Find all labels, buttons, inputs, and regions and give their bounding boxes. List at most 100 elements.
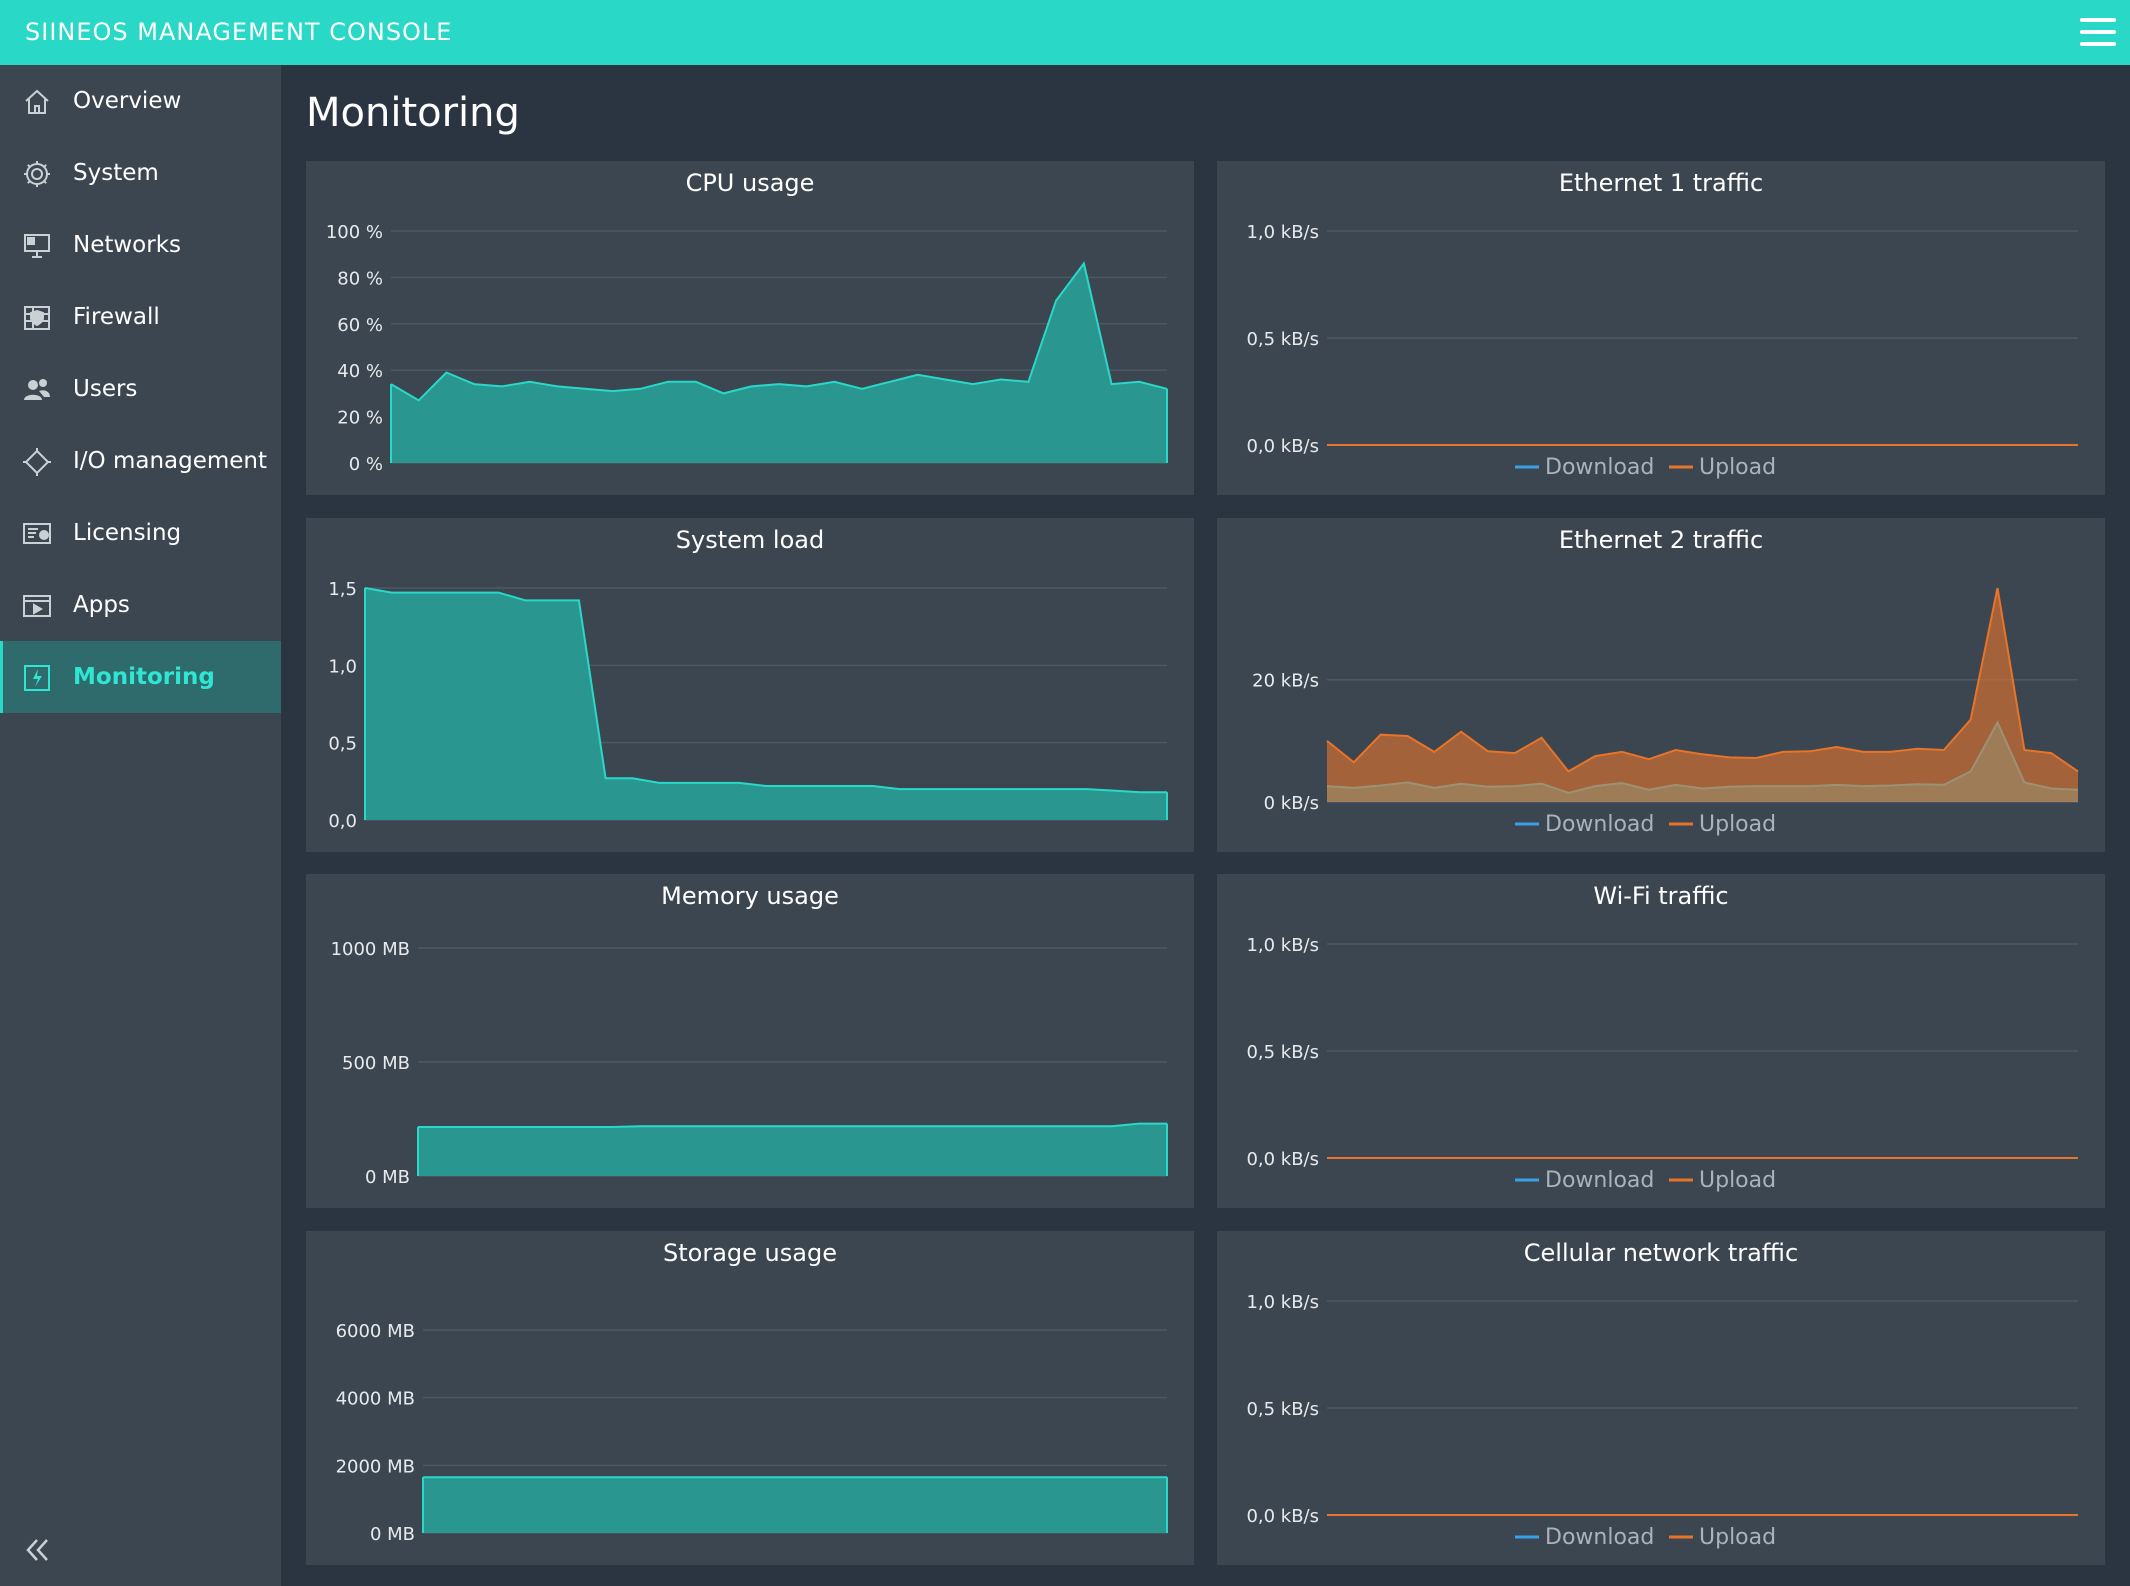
io-chip-icon bbox=[23, 448, 51, 476]
sidebar-item-users[interactable]: Users bbox=[0, 353, 281, 425]
cellular-network-traffic-chart: Cellular network traffic 1,0 kB/s 0,5 kB/… bbox=[1217, 1231, 2105, 1565]
y-tick-label: 1,0 kB/s bbox=[1246, 935, 1319, 956]
ethernet-2-traffic-chart: Ethernet 2 traffic 20 kB/s 0 kB/s Download… bbox=[1217, 518, 2105, 852]
y-tick-label: 6000 MB bbox=[336, 1321, 415, 1342]
series-area bbox=[423, 1477, 1167, 1533]
y-tick-label: 500 MB bbox=[342, 1053, 410, 1074]
chart-title: Ethernet 1 traffic bbox=[1558, 169, 1764, 197]
legend-item-download[interactable]: Download bbox=[1515, 455, 1654, 480]
sidebar-item-label: System bbox=[73, 160, 159, 186]
sidebar-item-monitoring[interactable]: Monitoring bbox=[0, 641, 281, 713]
legend-item-upload[interactable]: Upload bbox=[1669, 812, 1776, 837]
y-tick-label: 2000 MB bbox=[336, 1456, 415, 1477]
legend-item-upload[interactable]: Upload bbox=[1669, 1168, 1776, 1193]
chart-title: Cellular network traffic bbox=[1523, 1239, 1799, 1267]
y-tick-label: 0 % bbox=[349, 454, 383, 475]
sidebar-item-firewall[interactable]: Firewall bbox=[0, 281, 281, 353]
y-tick-label: 1000 MB bbox=[331, 939, 410, 960]
chart-title: Ethernet 2 traffic bbox=[1558, 526, 1764, 554]
y-tick-label: 0,0 kB/s bbox=[1246, 436, 1319, 457]
memory-usage-chart: Memory usage 1000 MB 500 MB 0 MB bbox=[306, 874, 1194, 1208]
sidebar-item-overview[interactable]: Overview bbox=[0, 65, 281, 137]
hamburger-menu-icon[interactable] bbox=[2080, 16, 2116, 48]
network-monitor-icon bbox=[24, 234, 50, 258]
y-tick-label: 0,5 kB/s bbox=[1246, 1399, 1319, 1420]
legend-label: Upload bbox=[1699, 1525, 1776, 1550]
sidebar-item-label: Firewall bbox=[73, 304, 160, 330]
legend-label: Download bbox=[1545, 455, 1654, 480]
page-title: Monitoring bbox=[306, 90, 520, 136]
chart-title: Memory usage bbox=[661, 882, 839, 910]
y-tick-label: 20 kB/s bbox=[1252, 671, 1319, 692]
memory-usage-plot: 1000 MB 500 MB 0 MB bbox=[331, 939, 1168, 1188]
legend-item-upload[interactable]: Upload bbox=[1669, 1525, 1776, 1550]
gear-icon bbox=[24, 161, 50, 187]
sidebar-item-label: Monitoring bbox=[73, 664, 215, 690]
y-tick-label: 80 % bbox=[337, 268, 383, 289]
y-tick-label: 40 % bbox=[337, 361, 383, 382]
series-area bbox=[1327, 588, 2078, 802]
sidebar-item-networks[interactable]: Networks bbox=[0, 209, 281, 281]
cellular-traffic-plot: 1,0 kB/s 0,5 kB/s 0,0 kB/s Download Upload bbox=[1246, 1292, 2078, 1550]
series-line bbox=[364, 587, 1167, 794]
home-icon bbox=[25, 89, 49, 114]
sidebar-item-label: Overview bbox=[73, 88, 182, 114]
wifi-traffic-plot: 1,0 kB/s 0,5 kB/s 0,0 kB/s Download Upload bbox=[1246, 935, 2078, 1193]
legend-label: Download bbox=[1545, 812, 1654, 837]
y-tick-label: 1,0 bbox=[328, 656, 357, 677]
sidebar-item-apps[interactable]: Apps bbox=[0, 569, 281, 641]
cpu-usage-plot: 100 % 80 % 60 % 40 % 20 % 0 % bbox=[326, 222, 1168, 475]
y-tick-label: 0,5 kB/s bbox=[1246, 329, 1319, 350]
sidebar-item-label: Networks bbox=[73, 232, 182, 258]
y-tick-label: 60 % bbox=[337, 315, 383, 336]
y-tick-label: 0,0 bbox=[328, 811, 357, 832]
apps-play-icon bbox=[23, 595, 51, 617]
sidebar-item-label: Users bbox=[73, 376, 138, 402]
y-tick-label: 1,5 bbox=[328, 579, 357, 600]
series-line bbox=[1326, 587, 2079, 773]
chart-title: System load bbox=[675, 526, 825, 554]
series-area bbox=[365, 588, 1167, 820]
sidebar-item-system[interactable]: System bbox=[0, 137, 281, 209]
main-content: Monitoring CPU usage 100 % 80 % 60 % 40 % 20… bbox=[281, 65, 2130, 1586]
sidebar-item-label: I/O management bbox=[73, 448, 268, 474]
chart-title: CPU usage bbox=[685, 169, 815, 197]
chart-title: Wi-Fi traffic bbox=[1593, 882, 1729, 910]
legend-item-download[interactable]: Download bbox=[1515, 1168, 1654, 1193]
y-tick-label: 20 % bbox=[337, 408, 383, 429]
sidebar-item-io-management[interactable]: I/O management bbox=[0, 425, 281, 497]
sidebar: Overview System Networks Firewall Users … bbox=[0, 65, 281, 1586]
legend-item-download[interactable]: Download bbox=[1515, 1525, 1654, 1550]
legend-label: Upload bbox=[1699, 812, 1776, 837]
y-tick-label: 0 kB/s bbox=[1264, 793, 1319, 814]
series-area bbox=[1327, 722, 2078, 802]
y-tick-label: 0 MB bbox=[370, 1524, 415, 1545]
legend-item-download[interactable]: Download bbox=[1515, 812, 1654, 837]
legend-item-upload[interactable]: Upload bbox=[1669, 455, 1776, 480]
sidebar-item-licensing[interactable]: Licensing bbox=[0, 497, 281, 569]
monitoring-icon bbox=[24, 665, 50, 691]
legend-label: Upload bbox=[1699, 1168, 1776, 1193]
wifi-traffic-chart: Wi-Fi traffic 1,0 kB/s 0,5 kB/s 0,0 kB/s Do… bbox=[1217, 874, 2105, 1208]
firewall-shield-icon bbox=[24, 306, 50, 330]
y-tick-label: 0,0 kB/s bbox=[1246, 1149, 1319, 1170]
legend-label: Download bbox=[1545, 1525, 1654, 1550]
y-tick-label: 0,5 bbox=[328, 734, 357, 755]
y-tick-label: 0 MB bbox=[365, 1167, 410, 1188]
y-tick-label: 0,5 kB/s bbox=[1246, 1042, 1319, 1063]
double-chevron-left-icon[interactable] bbox=[20, 1533, 54, 1567]
series-line bbox=[418, 1122, 1167, 1128]
storage-usage-plot: 6000 MB 4000 MB 2000 MB 0 MB bbox=[336, 1321, 1168, 1545]
series-area bbox=[391, 263, 1167, 463]
app-title: SIINEOS MANAGEMENT CONSOLE bbox=[25, 18, 453, 46]
y-tick-label: 1,0 kB/s bbox=[1246, 222, 1319, 243]
users-icon bbox=[24, 379, 50, 400]
y-tick-label: 1,0 kB/s bbox=[1246, 1292, 1319, 1313]
y-tick-label: 4000 MB bbox=[336, 1389, 415, 1410]
storage-usage-chart: Storage usage 6000 MB 4000 MB 2000 MB 0 MB bbox=[306, 1231, 1194, 1565]
legend-label: Download bbox=[1545, 1168, 1654, 1193]
ethernet-1-traffic-chart: Ethernet 1 traffic 1,0 kB/s 0,5 kB/s 0,0 k… bbox=[1217, 161, 2105, 495]
legend-label: Upload bbox=[1699, 455, 1776, 480]
series-line bbox=[1326, 720, 2079, 794]
license-card-icon bbox=[23, 523, 51, 544]
